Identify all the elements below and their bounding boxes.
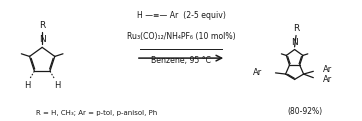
Text: Ru₃(CO)₁₂/NH₄PF₆ (10 mol%): Ru₃(CO)₁₂/NH₄PF₆ (10 mol%) <box>127 32 235 41</box>
Text: (80-92%): (80-92%) <box>288 106 323 116</box>
Text: H: H <box>24 81 30 90</box>
Text: H —≡— Ar  (2-5 equiv): H —≡— Ar (2-5 equiv) <box>136 11 226 20</box>
Text: N: N <box>39 35 46 44</box>
Text: Ar: Ar <box>253 68 262 77</box>
Text: N: N <box>291 38 298 47</box>
Text: R: R <box>293 24 299 33</box>
Text: R: R <box>39 21 45 30</box>
Text: Ar: Ar <box>323 75 333 84</box>
Text: Ar: Ar <box>323 65 333 74</box>
Text: H: H <box>54 81 60 90</box>
Text: Benzene, 95 °C: Benzene, 95 °C <box>151 56 211 65</box>
Text: R = H, CH₃; Ar = p-tol, p-anisol, Ph: R = H, CH₃; Ar = p-tol, p-anisol, Ph <box>35 110 157 116</box>
